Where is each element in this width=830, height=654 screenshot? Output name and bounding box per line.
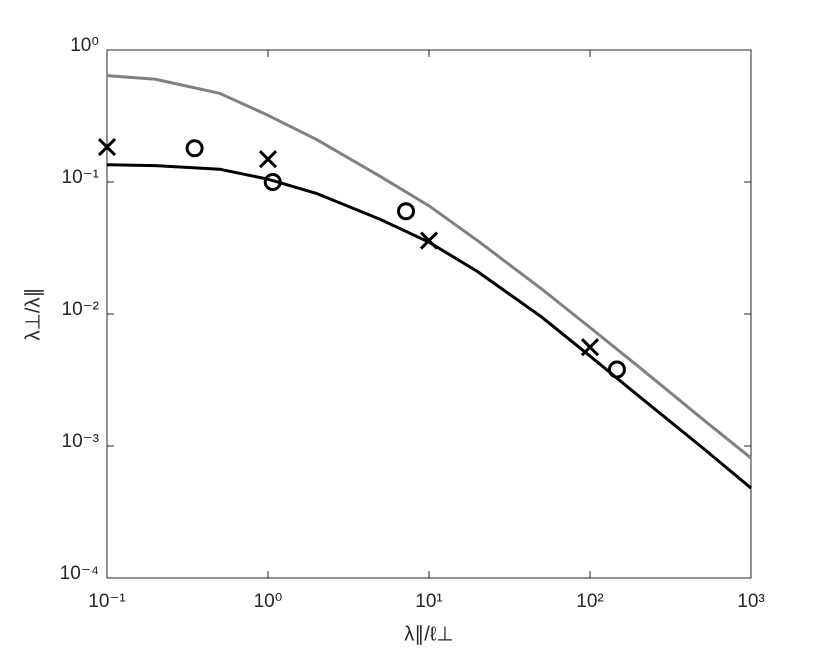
cross-marker: [580, 338, 600, 357]
cross-marker: [258, 150, 278, 169]
y-tick-label: 10⁻²: [62, 299, 100, 320]
circle-marker: [397, 202, 416, 221]
circle-marker: [263, 173, 282, 191]
x-tick-label: 10³: [737, 591, 764, 612]
y-tick-label: 10⁻¹: [62, 167, 100, 188]
y-axis-label: λ⊥/λ∥: [22, 288, 44, 341]
circle-marker: [185, 139, 204, 158]
plot-frame: [106, 49, 752, 579]
cross-marker: [419, 231, 439, 250]
x-tick-label: 10²: [576, 591, 603, 612]
y-tick-label: 10⁻³: [62, 431, 100, 452]
plot-area: [107, 50, 751, 578]
curve: [106, 74, 752, 460]
cross-marker: [97, 137, 117, 157]
y-tick-label: 10⁰: [70, 35, 99, 56]
x-tick-label: 10⁰: [254, 591, 283, 612]
circle-marker: [607, 360, 626, 379]
x-tick-label: 10¹: [415, 591, 442, 612]
y-tick-label: 10⁻⁴: [60, 563, 99, 584]
x-tick-label: 10⁻¹: [88, 591, 126, 612]
x-axis-label: λ∥/ℓ⊥: [404, 623, 453, 645]
